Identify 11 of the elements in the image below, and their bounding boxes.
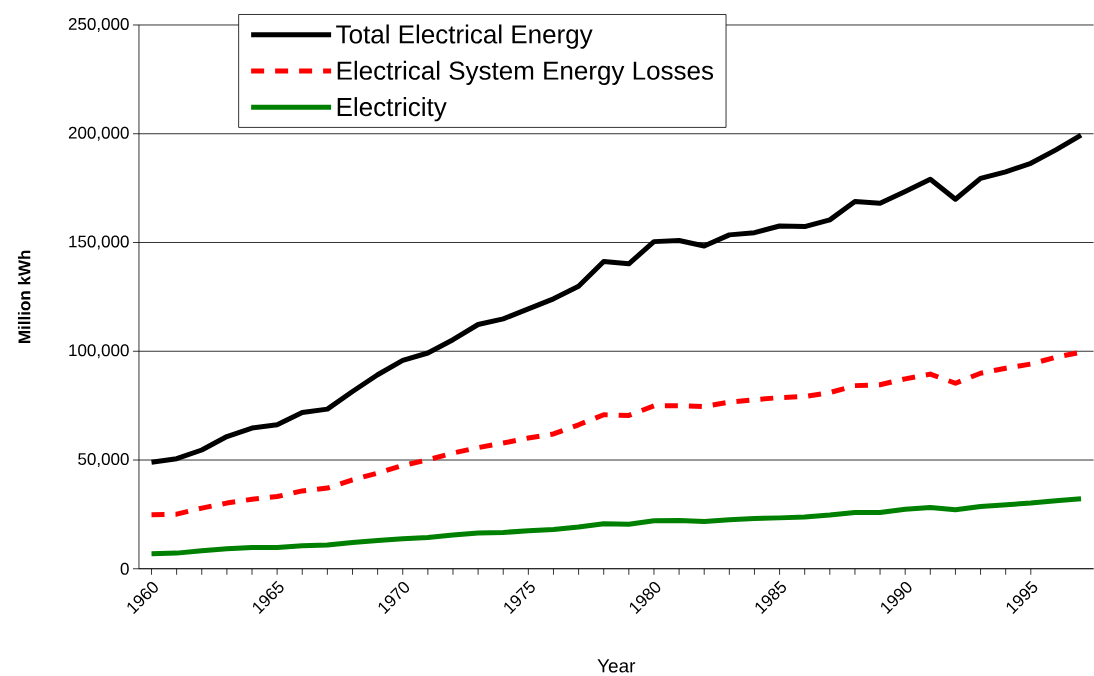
- y-tick-label: 250,000: [68, 18, 129, 33]
- x-axis-title: Year: [597, 659, 636, 673]
- y-tick-label: 100,000: [69, 344, 129, 359]
- legend-label: Electricity: [337, 97, 447, 122]
- legend-label: Electrical System Energy Losses: [337, 60, 714, 86]
- y-tick-label: 0: [120, 562, 129, 575]
- y-tick-label: 50,000: [78, 453, 129, 468]
- legend-label: Total Electrical Energy: [336, 24, 593, 49]
- y-axis-title: Million kWh: [17, 250, 31, 343]
- y-tick-label: 150,000: [69, 235, 129, 250]
- y-tick-label: 200,000: [68, 126, 129, 141]
